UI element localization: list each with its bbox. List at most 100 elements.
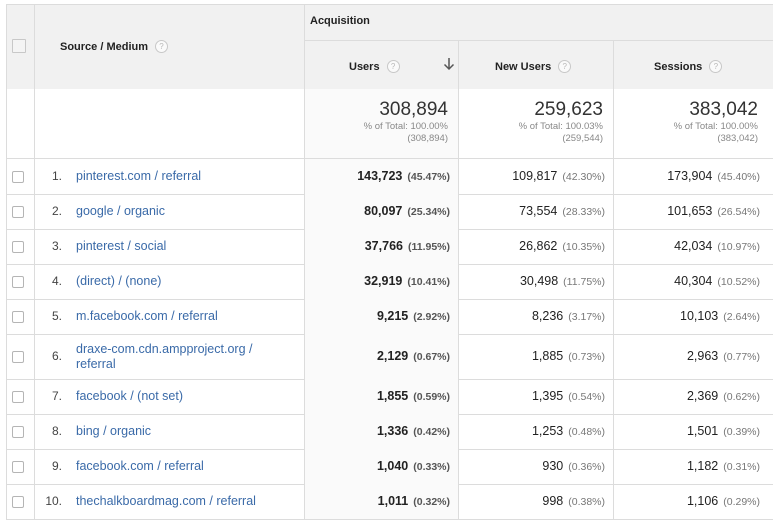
users-cell: 1,040 (0.33%)	[300, 459, 450, 473]
sessions-value: 173,904	[667, 168, 713, 183]
group-divider	[304, 40, 773, 41]
sessions-percent: (45.40%)	[717, 170, 760, 183]
totals-sessions-base: (383,042)	[717, 133, 758, 144]
dimension-header[interactable]: Source / Medium ?	[60, 40, 169, 53]
totals-users-base: (308,894)	[407, 133, 448, 144]
totals-users-pct: % of Total: 100.00%	[363, 121, 448, 132]
sessions-value: 1,182	[686, 458, 719, 473]
row-checkbox[interactable]	[12, 310, 24, 323]
new-users-value: 1,395	[531, 388, 564, 403]
sessions-cell: 1,106 (0.29%)	[610, 494, 760, 508]
new-users-value: 8,236	[531, 308, 564, 323]
users-value: 32,919	[364, 273, 403, 288]
new-users-percent: (28.33%)	[562, 205, 605, 218]
row-checkbox[interactable]	[12, 495, 24, 508]
sessions-cell: 40,304 (10.52%)	[610, 274, 760, 288]
users-cell: 9,215 (2.92%)	[300, 309, 450, 323]
users-cell-bg	[304, 159, 458, 194]
users-column-header[interactable]: Users ?	[349, 60, 400, 73]
source-medium-link[interactable]: m.facebook.com / referral	[76, 308, 218, 323]
users-value: 1,855	[376, 388, 409, 403]
help-icon[interactable]: ?	[709, 60, 723, 73]
source-medium-link[interactable]: bing / organic	[76, 423, 152, 438]
new-users-value: 998	[542, 493, 564, 508]
users-cell-bg	[304, 194, 458, 229]
totals-sessions-value: 383,042	[689, 99, 758, 120]
users-value: 1,040	[376, 458, 409, 473]
acquisition-group-label: Acquisition	[310, 15, 370, 27]
row-checkbox[interactable]	[12, 240, 24, 253]
users-cell-bg	[304, 264, 458, 299]
totals-users-bg	[304, 89, 458, 158]
source-medium-link[interactable]: facebook.com / referral	[76, 458, 204, 473]
totals-users: 308,894 % of Total: 100.00% (308,894)	[304, 99, 448, 145]
new-users-cell: 73,554 (28.33%)	[455, 204, 605, 218]
source-medium-link[interactable]: (direct) / (none)	[76, 273, 162, 288]
source-medium-link[interactable]: google / organic	[76, 203, 165, 218]
row-checkbox[interactable]	[12, 460, 24, 473]
users-percent: (10.41%)	[407, 275, 450, 288]
users-value: 9,215	[376, 308, 409, 323]
sessions-percent: (26.54%)	[717, 205, 760, 218]
row-index: 5.	[51, 308, 62, 323]
new-users-percent: (0.48%)	[568, 425, 605, 438]
row-checkbox[interactable]	[12, 170, 24, 183]
users-cell-bg	[304, 449, 458, 484]
source-medium-link[interactable]: pinterest / social	[76, 238, 167, 253]
sessions-column-label: Sessions	[654, 60, 703, 73]
select-all-checkbox[interactable]	[12, 39, 26, 53]
row-checkbox[interactable]	[12, 425, 24, 438]
users-cell: 32,919 (10.41%)	[300, 274, 450, 288]
row-index: 6.	[51, 348, 62, 363]
sessions-cell: 10,103 (2.64%)	[610, 309, 760, 323]
sessions-percent: (0.39%)	[723, 425, 760, 438]
row-checkbox[interactable]	[12, 205, 24, 218]
dimension-header-label: Source / Medium	[60, 40, 149, 53]
sessions-percent: (10.52%)	[717, 275, 760, 288]
sessions-value: 101,653	[667, 203, 713, 218]
row-checkbox[interactable]	[12, 390, 24, 403]
users-cell-bg	[304, 414, 458, 449]
grid-line	[34, 4, 35, 519]
sessions-value: 1,501	[686, 423, 719, 438]
users-cell: 37,766 (11.95%)	[300, 239, 450, 253]
help-icon[interactable]: ?	[558, 60, 572, 73]
sessions-value: 1,106	[686, 493, 719, 508]
new-users-value: 930	[542, 458, 564, 473]
sessions-percent: (0.77%)	[723, 350, 760, 363]
users-value: 1,011	[377, 493, 409, 508]
table-header	[6, 4, 773, 90]
source-medium-link[interactable]: thechalkboardmag.com / referral	[76, 493, 256, 508]
new-users-column-header[interactable]: New Users ?	[495, 60, 572, 73]
source-medium-link[interactable]: pinterest.com / referral	[76, 168, 202, 183]
row-checkbox[interactable]	[12, 275, 24, 288]
new-users-percent: (3.17%)	[568, 310, 605, 323]
row-index: 2.	[51, 203, 62, 218]
totals-sessions: 383,042 % of Total: 100.00% (383,042)	[614, 99, 758, 145]
users-cell-bg	[304, 379, 458, 414]
source-medium-link[interactable]: draxe-com.cdn.ampproject.org / referral	[76, 341, 253, 371]
users-percent: (45.47%)	[407, 170, 450, 183]
source-medium-link[interactable]: facebook / (not set)	[76, 388, 184, 403]
users-percent: (2.92%)	[413, 310, 450, 323]
row-index: 4.	[51, 273, 62, 288]
help-icon[interactable]: ?	[386, 60, 400, 73]
help-icon[interactable]: ?	[155, 40, 169, 53]
grid-line	[458, 41, 459, 519]
sessions-value: 2,369	[686, 388, 719, 403]
sessions-column-header[interactable]: Sessions ?	[654, 60, 723, 73]
new-users-percent: (0.54%)	[568, 390, 605, 403]
row-index: 8.	[51, 423, 62, 438]
row-checkbox[interactable]	[12, 350, 24, 363]
users-value: 2,129	[376, 348, 409, 363]
new-users-value: 73,554	[519, 203, 558, 218]
sessions-value: 42,034	[674, 238, 713, 253]
new-users-cell: 998 (0.38%)	[455, 494, 605, 508]
new-users-percent: (0.36%)	[568, 460, 605, 473]
sessions-cell: 101,653 (26.54%)	[610, 204, 760, 218]
arrow-down-icon[interactable]	[442, 56, 456, 72]
users-column-label: Users	[349, 60, 380, 73]
users-cell: 80,097 (25.34%)	[300, 204, 450, 218]
users-cell-bg	[304, 299, 458, 334]
sessions-cell: 42,034 (10.97%)	[610, 239, 760, 253]
